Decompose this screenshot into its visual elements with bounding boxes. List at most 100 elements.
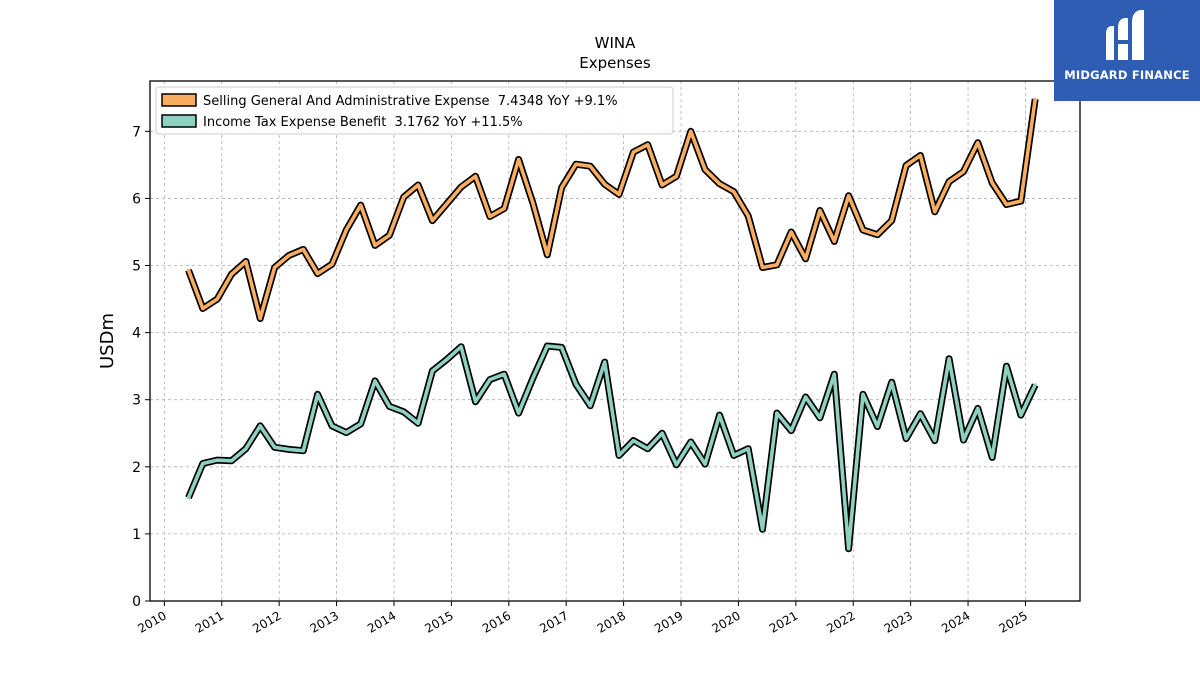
series-1-point (473, 400, 478, 404)
series-1-point (890, 380, 894, 384)
series-1-point (861, 392, 865, 396)
legend: Selling General And Administrative Expen… (155, 86, 674, 135)
series-0-point (301, 247, 305, 251)
series-1-point (847, 547, 851, 551)
series-1-point (273, 445, 277, 449)
series-0-point (402, 195, 406, 199)
series-1-point (746, 447, 750, 451)
series-0-point (660, 183, 664, 187)
series-lines (185, 97, 1039, 553)
series-1-point (990, 455, 994, 459)
series-1-point (603, 360, 607, 364)
series-0-point (947, 180, 951, 184)
series-1-point (804, 395, 808, 399)
legend-swatch-tax (161, 114, 197, 128)
series-0-point (330, 262, 334, 266)
series-0-point (531, 201, 535, 205)
series-0-point (502, 206, 506, 211)
series-0-point (387, 233, 391, 237)
series-1-point (502, 372, 506, 376)
series-1-point (976, 406, 980, 410)
series-1-point (818, 416, 822, 420)
series-1-point (459, 345, 463, 349)
series-1-point (316, 392, 320, 396)
series-0-point (229, 272, 234, 276)
series-0-point (890, 219, 894, 223)
series-1-point (287, 447, 291, 451)
x-tick-label: 2019 (652, 608, 685, 635)
series-1-point (430, 369, 434, 373)
series-0-point (832, 239, 836, 243)
grid-lines (150, 81, 1080, 601)
series-1-point (1004, 364, 1009, 368)
series-1-point (229, 459, 234, 463)
series-1-point (330, 424, 334, 428)
series-1-point (918, 412, 923, 416)
series-1-point (531, 376, 535, 380)
series-1-point (904, 437, 908, 441)
legend-label-sga: Selling General And Administrative Expen… (203, 94, 618, 109)
series-0-point (804, 257, 808, 261)
brand-logo: MIDGARD FINANCE (1054, 0, 1200, 101)
series-0-point (961, 170, 966, 174)
series-0-point (732, 190, 736, 194)
series-0-point (517, 157, 521, 162)
series-1-point (961, 438, 966, 442)
series-0-point (359, 203, 363, 207)
x-tick-label: 2016 (480, 608, 513, 635)
series-0-point (215, 297, 219, 301)
x-tick-label: 2014 (365, 608, 398, 635)
series-0-point (933, 210, 937, 214)
series-1-point (689, 440, 693, 444)
x-tick-label: 2018 (595, 608, 628, 635)
series-1-point (732, 453, 736, 457)
series-1-point (1033, 383, 1037, 387)
series-0-point (574, 162, 578, 166)
series-1-point (545, 344, 549, 348)
y-tick-label: 3 (132, 393, 141, 409)
x-tick-label: 2011 (193, 608, 226, 635)
chart-subtitle: Expenses (579, 54, 651, 72)
series-0-point (287, 253, 291, 258)
series-1-point (832, 372, 836, 376)
series-0-point (473, 174, 478, 178)
series-1-point (445, 357, 449, 362)
series-1-point (646, 447, 650, 451)
series-0-point (646, 143, 650, 147)
series-0-point (1004, 202, 1009, 207)
series-1-point (344, 431, 348, 435)
series-0-point (674, 174, 679, 178)
series-0-point (617, 192, 621, 196)
y-axis-label: USDm (97, 313, 118, 369)
series-1-point (631, 439, 636, 443)
chart-title: WINA (595, 34, 636, 52)
series-1-point (775, 411, 779, 415)
y-tick-label: 1 (132, 527, 141, 543)
series-1-point (947, 357, 951, 361)
series-1-point (717, 413, 722, 417)
stylized-m-logo-icon (1106, 10, 1144, 60)
series-0-point (545, 253, 549, 257)
y-tick-label: 6 (132, 191, 141, 207)
series-1-point (703, 462, 707, 466)
series-line-1 (186, 344, 1037, 551)
series-0-point (560, 186, 564, 190)
y-tick-label: 2 (132, 460, 141, 476)
series-1-point (359, 422, 363, 426)
series-1-point (674, 463, 679, 467)
series-0-point (717, 182, 722, 186)
series-1-point (588, 404, 592, 408)
series-0-point (201, 306, 205, 311)
series-outline-1 (185, 342, 1039, 553)
x-tick-label: 2023 (882, 608, 915, 635)
y-axis: 0 1 2 3 4 5 6 7 (132, 124, 150, 610)
series-1-point (760, 527, 765, 531)
series-1-point (560, 345, 564, 349)
series-0-point (976, 141, 980, 145)
series-0-point (631, 150, 636, 154)
series-1-point (244, 447, 248, 451)
series-0-point (488, 214, 492, 219)
series-0-point (861, 228, 865, 232)
y-tick-label: 4 (132, 326, 141, 342)
